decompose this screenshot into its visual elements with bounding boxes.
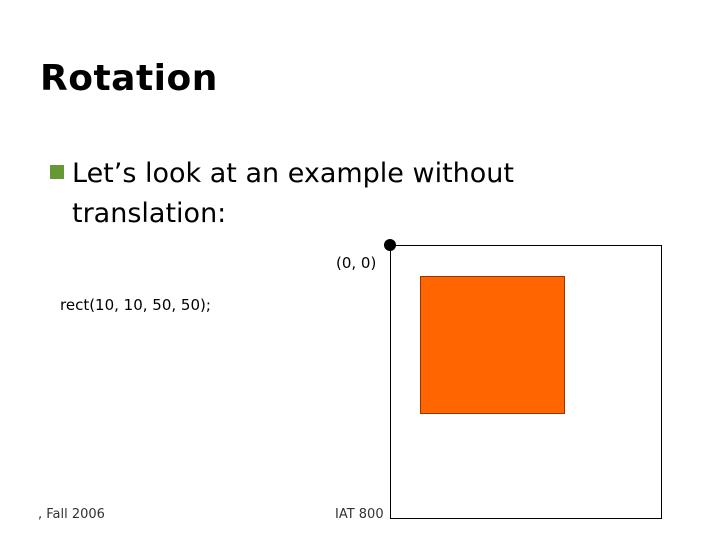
bullet-text: Let’s look at an example without transla…: [72, 158, 515, 229]
code-text: rect(10, 10, 50, 50);: [60, 296, 211, 314]
bullet-marker: [50, 165, 64, 179]
origin-label: (0, 0): [336, 254, 377, 272]
footer-left: , Fall 2006: [38, 507, 105, 522]
origin-dot: [384, 239, 396, 251]
footer-center: IAT 800: [335, 507, 384, 522]
slide-title: Rotation: [40, 58, 218, 99]
orange-rect: [420, 276, 565, 414]
